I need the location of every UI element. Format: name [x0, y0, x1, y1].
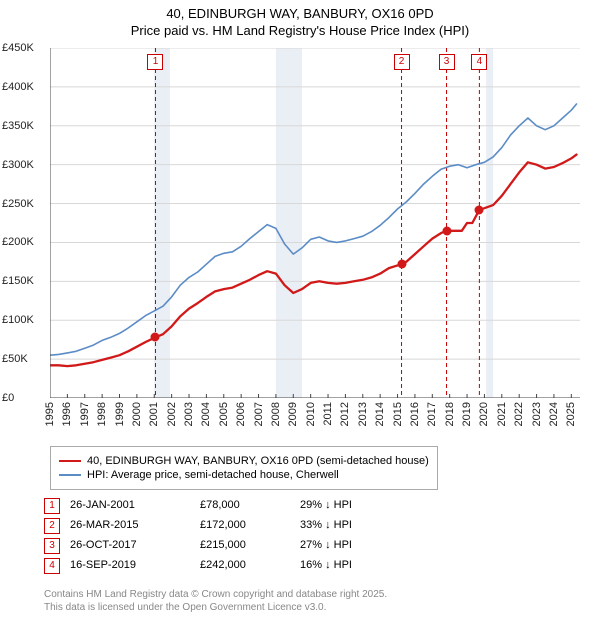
chart-plot-area: 1 2 34 — [50, 48, 580, 398]
x-tick-label: 2014 — [374, 402, 386, 426]
event-number: 3 — [44, 538, 60, 554]
x-tick-label: 2017 — [426, 402, 438, 426]
y-tick-label: £100K — [2, 314, 34, 326]
event-marker-2: 2 — [394, 54, 410, 70]
x-tick-label: 2002 — [166, 402, 178, 426]
x-tick-label: 2008 — [270, 402, 282, 426]
x-tick-label: 2023 — [531, 402, 543, 426]
x-tick-label: 2001 — [148, 402, 160, 426]
y-tick-label: £300K — [2, 159, 34, 171]
chart-svg — [50, 48, 580, 398]
x-tick-label: 1996 — [61, 402, 73, 426]
event-row: 2 26-MAR-2015£172,00033% ↓ HPI — [44, 516, 352, 536]
event-number: 4 — [44, 558, 60, 574]
events-table: 1 26-JAN-2001£78,00029% ↓ HPI 2 26-MAR-2015… — [44, 496, 352, 576]
event-marker-1: 1 — [147, 54, 163, 70]
x-tick-label: 2016 — [409, 402, 421, 426]
x-tick-label: 2010 — [305, 402, 317, 426]
legend-item-hpi: HPI: Average price, semi-detached house,… — [59, 469, 429, 481]
event-date: 16-SEP-2019 — [70, 559, 200, 571]
event-row: 3 26-OCT-2017£215,00027% ↓ HPI — [44, 536, 352, 556]
y-tick-label: £200K — [2, 236, 34, 248]
y-tick-label: £350K — [2, 120, 34, 132]
x-tick-label: 2005 — [218, 402, 230, 426]
x-tick-label: 2012 — [339, 402, 351, 426]
x-tick-label: 2013 — [357, 402, 369, 426]
x-tick-label: 2025 — [565, 402, 577, 426]
x-tick-label: 1995 — [44, 402, 56, 426]
x-tick-label: 2006 — [235, 402, 247, 426]
event-date: 26-OCT-2017 — [70, 539, 200, 551]
y-tick-label: £150K — [2, 275, 34, 287]
x-tick-label: 1999 — [114, 402, 126, 426]
x-tick-label: 2022 — [513, 402, 525, 426]
y-tick-label: £250K — [2, 198, 34, 210]
event-number: 2 — [44, 518, 60, 534]
title-line2: Price paid vs. HM Land Registry's House … — [0, 23, 600, 40]
chart-title: 40, EDINBURGH WAY, BANBURY, OX16 0PD Pri… — [0, 0, 600, 40]
event-marker-4: 4 — [471, 54, 487, 70]
legend-item-property: 40, EDINBURGH WAY, BANBURY, OX16 0PD (se… — [59, 455, 429, 467]
legend-swatch — [59, 474, 81, 476]
sale-marker — [397, 260, 406, 269]
x-tick-label: 2024 — [548, 402, 560, 426]
x-tick-label: 2019 — [461, 402, 473, 426]
event-price: £242,000 — [200, 559, 300, 571]
x-tick-label: 2021 — [496, 402, 508, 426]
title-line1: 40, EDINBURGH WAY, BANBURY, OX16 0PD — [0, 6, 600, 23]
x-tick-label: 2000 — [131, 402, 143, 426]
x-tick-label: 2020 — [478, 402, 490, 426]
x-tick-label: 2018 — [444, 402, 456, 426]
event-number: 1 — [44, 498, 60, 514]
legend-box: 40, EDINBURGH WAY, BANBURY, OX16 0PD (se… — [50, 446, 438, 490]
x-tick-label: 2007 — [253, 402, 265, 426]
sale-marker — [475, 205, 484, 214]
y-tick-label: £400K — [2, 81, 34, 93]
x-tick-label: 2009 — [287, 402, 299, 426]
event-row: 4 16-SEP-2019£242,00016% ↓ HPI — [44, 556, 352, 576]
event-row: 1 26-JAN-2001£78,00029% ↓ HPI — [44, 496, 352, 516]
event-delta: 29% ↓ HPI — [300, 499, 352, 511]
license-line1: Contains HM Land Registry data © Crown c… — [44, 588, 387, 601]
x-tick-label: 2003 — [183, 402, 195, 426]
legend-swatch — [59, 460, 81, 462]
y-tick-label: £0 — [2, 392, 14, 404]
sale-marker — [151, 333, 160, 342]
event-price: £172,000 — [200, 519, 300, 531]
event-marker-3: 3 — [439, 54, 455, 70]
y-tick-label: £450K — [2, 42, 34, 54]
x-tick-label: 2015 — [392, 402, 404, 426]
event-price: £78,000 — [200, 499, 300, 511]
license-line2: This data is licensed under the Open Gov… — [44, 601, 387, 614]
legend-label: HPI: Average price, semi-detached house,… — [87, 469, 339, 481]
event-delta: 16% ↓ HPI — [300, 559, 352, 571]
event-price: £215,000 — [200, 539, 300, 551]
x-tick-label: 2004 — [200, 402, 212, 426]
license-text: Contains HM Land Registry data © Crown c… — [44, 588, 387, 614]
event-delta: 33% ↓ HPI — [300, 519, 352, 531]
y-tick-label: £50K — [2, 353, 28, 365]
event-delta: 27% ↓ HPI — [300, 539, 352, 551]
legend-label: 40, EDINBURGH WAY, BANBURY, OX16 0PD (se… — [87, 455, 429, 467]
event-date: 26-MAR-2015 — [70, 519, 200, 531]
x-tick-label: 2011 — [322, 402, 334, 426]
event-date: 26-JAN-2001 — [70, 499, 200, 511]
x-axis-labels: 1995199619971998199920002001200220032004… — [50, 402, 580, 442]
x-tick-label: 1998 — [96, 402, 108, 426]
sale-marker — [442, 226, 451, 235]
x-tick-label: 1997 — [79, 402, 91, 426]
